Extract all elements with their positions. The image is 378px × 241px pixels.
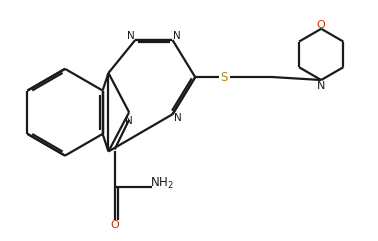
Text: O: O (317, 20, 325, 30)
Text: S: S (220, 71, 228, 84)
Text: N: N (127, 31, 135, 41)
Text: N: N (173, 31, 180, 41)
Text: N: N (317, 81, 325, 91)
Text: O: O (110, 220, 119, 230)
Text: N: N (125, 116, 133, 126)
Text: N: N (174, 114, 181, 123)
Text: NH$_2$: NH$_2$ (150, 176, 174, 191)
